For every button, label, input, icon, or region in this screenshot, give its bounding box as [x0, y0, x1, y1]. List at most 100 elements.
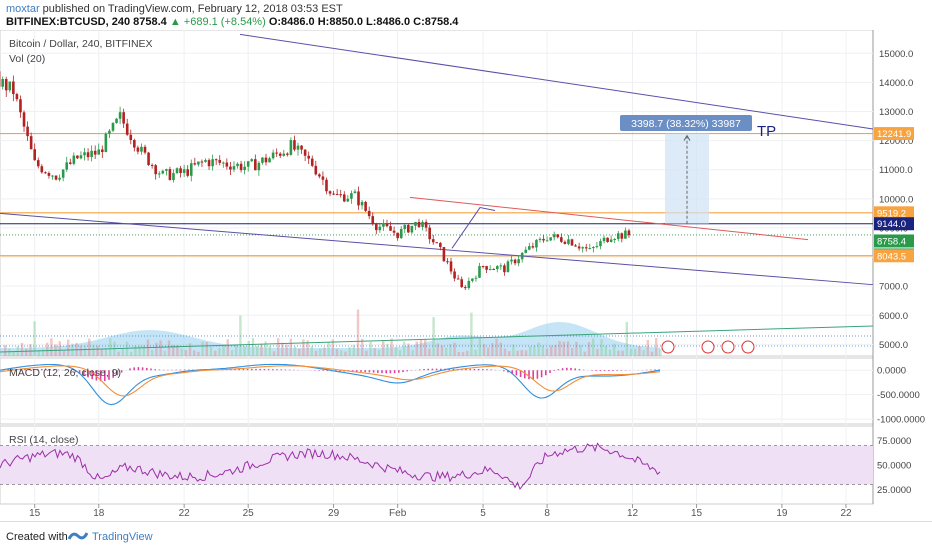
volume-bar: [67, 340, 69, 356]
candle-body: [293, 140, 296, 150]
candle-body: [218, 160, 221, 163]
candle-body: [564, 242, 567, 244]
macd-tick-label: 0.0000: [877, 366, 906, 377]
macd-tick-label: -1000.0000: [877, 415, 925, 426]
candle-body: [400, 229, 403, 238]
rsi-tick-label: 50.0000: [877, 461, 911, 472]
volume-bar: [290, 339, 292, 356]
candle-body: [51, 176, 54, 177]
candle-body: [485, 266, 488, 270]
volume-bar: [470, 313, 472, 356]
volume-bar: [403, 342, 405, 356]
x-tick-label: Feb: [389, 508, 407, 519]
candle-body: [44, 172, 47, 173]
volume-bar: [80, 346, 82, 356]
candle-body: [236, 164, 239, 166]
candle-body: [279, 154, 282, 156]
candle-body: [147, 153, 150, 165]
x-tick-label: 25: [243, 508, 255, 519]
candle-body: [254, 159, 257, 170]
volume-label: Vol (20): [9, 53, 45, 65]
x-tick-label: 18: [93, 508, 105, 519]
volume-bar: [281, 343, 283, 356]
candle-body: [140, 147, 143, 152]
candle-body: [26, 127, 29, 137]
volume-bar: [143, 345, 145, 356]
candle-body: [108, 131, 111, 134]
volume-bar: [395, 347, 397, 356]
volume-bar: [378, 350, 380, 356]
candle-body: [73, 156, 76, 164]
volume-bar: [491, 343, 493, 356]
candle-body: [382, 223, 385, 226]
candle-body: [553, 234, 556, 237]
volume-bar: [336, 349, 338, 356]
candle-body: [603, 238, 606, 241]
candle-body: [528, 246, 531, 250]
volume-bar: [521, 350, 523, 356]
candle-body: [396, 233, 399, 238]
candle-body: [243, 167, 246, 170]
candle-body: [80, 155, 83, 158]
candle-body: [97, 149, 100, 154]
candle-body: [371, 216, 374, 224]
candle-body: [617, 233, 620, 239]
candle-body: [446, 261, 449, 262]
candle-body: [421, 222, 424, 227]
candle-body: [599, 241, 602, 246]
tradingview-brand[interactable]: TradingView: [92, 531, 153, 543]
candle-body: [468, 281, 471, 288]
candle-body: [315, 166, 318, 174]
volume-bar: [638, 346, 640, 356]
price-label: 8043.5: [877, 251, 906, 262]
last-price: 8758.4: [133, 16, 167, 28]
volume-bar: [50, 338, 52, 356]
candle-body: [414, 222, 417, 226]
candle-body: [347, 199, 350, 202]
candle-body: [524, 250, 527, 253]
candle-body: [122, 112, 125, 123]
candle-body: [129, 135, 132, 140]
volume-bar: [315, 351, 317, 356]
volume-bar: [252, 338, 254, 356]
candle-body: [311, 159, 314, 166]
candle-body: [542, 239, 545, 241]
candle-body: [432, 239, 435, 242]
volume-bar: [554, 345, 556, 356]
volume-bar: [235, 345, 237, 356]
candle-body: [261, 158, 264, 163]
volume-bar: [256, 346, 258, 356]
volume-bar: [311, 346, 313, 356]
volume-bar: [537, 343, 539, 356]
volume-bar: [353, 345, 355, 356]
candle-body: [83, 152, 86, 155]
y-tick-label: 6000.0: [879, 311, 908, 322]
candle-body: [222, 163, 225, 164]
candle-body: [250, 159, 253, 161]
candle-body: [201, 162, 204, 163]
volume-bar: [525, 350, 527, 356]
candle-body: [521, 253, 524, 259]
candle-body: [403, 225, 406, 229]
candle-body: [258, 163, 261, 170]
candle-body: [407, 225, 410, 232]
author-link[interactable]: moxtar: [6, 3, 40, 15]
volume-bar: [4, 345, 6, 356]
candle-body: [361, 202, 364, 205]
volume-bar: [197, 352, 199, 356]
candle-body: [55, 176, 58, 180]
candle-body: [549, 237, 552, 240]
volume-bar: [605, 346, 607, 356]
volume-bar: [621, 351, 623, 356]
candle-body: [336, 194, 339, 195]
candle-body: [581, 247, 584, 248]
volume-bar: [390, 339, 392, 356]
volume-bar: [126, 342, 128, 356]
candle-body: [101, 149, 104, 152]
volume-bar: [109, 338, 111, 356]
candle-body: [172, 173, 175, 180]
candle-body: [379, 227, 382, 230]
candle-body: [393, 231, 396, 233]
volume-bar: [500, 342, 502, 356]
